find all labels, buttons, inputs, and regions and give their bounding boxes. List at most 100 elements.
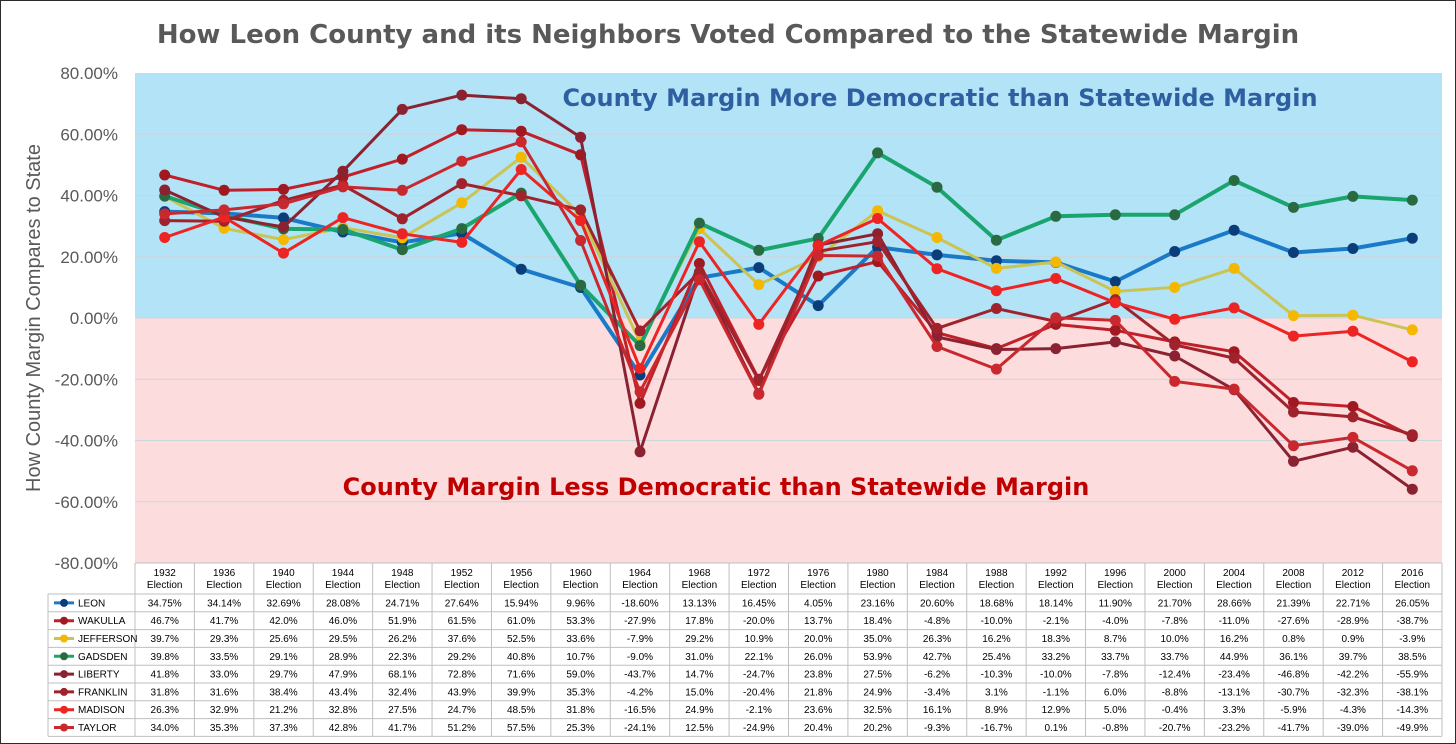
data-label-franklin: 31.8% bbox=[151, 687, 179, 698]
data-label-leon: 28.66% bbox=[1217, 598, 1251, 609]
data-point-wakulla bbox=[515, 125, 527, 137]
data-label-jefferson: 16.2% bbox=[982, 634, 1010, 645]
data-label-gadsden: 36.1% bbox=[1279, 652, 1307, 663]
data-point-madison bbox=[337, 212, 349, 224]
data-label-liberty: -6.2% bbox=[924, 670, 950, 681]
data-point-wakulla bbox=[159, 169, 171, 181]
data-label-wakulla: -38.7% bbox=[1396, 616, 1428, 627]
data-label-madison: 21.2% bbox=[269, 705, 297, 716]
data-point-wakulla bbox=[456, 124, 468, 136]
data-label-liberty: -7.8% bbox=[1102, 670, 1128, 681]
data-label-jefferson: 33.6% bbox=[566, 634, 594, 645]
x-tick-label: 1976 bbox=[807, 568, 830, 579]
data-label-taylor: -24.9% bbox=[743, 723, 775, 734]
data-label-madison: 31.8% bbox=[566, 705, 594, 716]
data-point-franklin bbox=[1169, 339, 1181, 351]
data-point-gadsden bbox=[1109, 209, 1121, 221]
data-point-liberty bbox=[872, 228, 884, 240]
data-label-leon: 32.69% bbox=[267, 598, 301, 609]
x-tick-label: 1944 bbox=[332, 568, 355, 579]
data-label-leon: 15.94% bbox=[504, 598, 538, 609]
x-tick-label: 1948 bbox=[391, 568, 414, 579]
data-point-taylor bbox=[337, 181, 349, 193]
data-point-franklin bbox=[753, 375, 765, 386]
data-label-liberty: 71.6% bbox=[507, 670, 535, 681]
x-tick-suffix: Election bbox=[741, 580, 777, 591]
y-tick-label: 0.00% bbox=[70, 309, 118, 328]
data-point-madison bbox=[159, 232, 171, 243]
data-point-madison bbox=[1288, 330, 1299, 342]
data-point-leon bbox=[753, 262, 765, 274]
data-point-taylor bbox=[1169, 375, 1181, 387]
data-label-wakulla: -27.6% bbox=[1278, 616, 1310, 627]
data-label-liberty: -10.0% bbox=[1040, 670, 1072, 681]
x-tick-label: 2004 bbox=[1223, 568, 1246, 579]
data-point-franklin bbox=[634, 325, 646, 337]
data-label-jefferson: 26.2% bbox=[388, 634, 416, 645]
x-tick-suffix: Election bbox=[1157, 580, 1193, 591]
data-label-gadsden: 39.8% bbox=[151, 652, 179, 663]
data-table: 1932Election1936Election1940Election1944… bbox=[47, 562, 1443, 737]
data-label-franklin: 31.6% bbox=[210, 687, 238, 698]
data-point-liberty bbox=[634, 446, 646, 458]
data-point-taylor bbox=[1288, 440, 1299, 452]
data-label-madison: 24.7% bbox=[448, 705, 476, 716]
x-tick-label: 2016 bbox=[1401, 568, 1424, 579]
series-line-franklin bbox=[163, 182, 1414, 437]
data-label-liberty: -24.7% bbox=[743, 670, 775, 681]
data-label-madison: -4.3% bbox=[1340, 705, 1366, 716]
data-label-wakulla: -28.9% bbox=[1337, 616, 1369, 627]
data-label-leon: 27.64% bbox=[445, 598, 479, 609]
data-label-leon: 28.08% bbox=[326, 598, 360, 609]
data-label-jefferson: 29.2% bbox=[685, 634, 713, 645]
data-label-madison: -2.1% bbox=[746, 705, 772, 716]
data-label-liberty: 33.0% bbox=[210, 670, 238, 681]
data-label-madison: -5.9% bbox=[1280, 705, 1306, 716]
data-label-jefferson: 10.0% bbox=[1160, 634, 1188, 645]
data-point-wakulla bbox=[1109, 324, 1121, 336]
data-label-liberty: -46.8% bbox=[1278, 670, 1310, 681]
x-tick-label: 1984 bbox=[926, 568, 949, 579]
series-line-jefferson bbox=[163, 155, 1414, 344]
x-tick-suffix: Election bbox=[1097, 580, 1133, 591]
data-label-leon: 21.70% bbox=[1158, 598, 1192, 609]
data-label-taylor: 20.4% bbox=[804, 723, 832, 734]
data-point-taylor bbox=[753, 388, 765, 400]
x-tick-label: 1956 bbox=[510, 568, 533, 579]
data-label-leon: 22.71% bbox=[1336, 598, 1370, 609]
data-point-leon bbox=[515, 263, 527, 275]
y-tick-label: -60.00% bbox=[55, 493, 118, 512]
legend-marker-franklin bbox=[60, 687, 68, 696]
data-label-madison: -14.3% bbox=[1396, 705, 1428, 716]
y-tick-label: 20.00% bbox=[60, 248, 118, 267]
data-point-liberty bbox=[278, 221, 289, 233]
data-label-franklin: 43.4% bbox=[329, 687, 357, 698]
data-point-liberty bbox=[575, 131, 587, 143]
x-tick-label: 1992 bbox=[1045, 568, 1068, 579]
data-point-leon bbox=[812, 300, 824, 312]
data-point-jefferson bbox=[278, 234, 289, 246]
data-label-liberty: 29.7% bbox=[269, 670, 297, 681]
data-label-gadsden: 42.7% bbox=[923, 652, 951, 663]
data-label-jefferson: 35.0% bbox=[863, 634, 891, 645]
data-label-madison: -0.4% bbox=[1162, 705, 1188, 716]
series-line-taylor bbox=[163, 140, 1414, 473]
data-label-gadsden: 10.7% bbox=[566, 652, 594, 663]
data-label-gadsden: 31.0% bbox=[685, 652, 713, 663]
data-point-wakulla bbox=[396, 153, 408, 165]
x-tick-label: 1936 bbox=[213, 568, 236, 579]
data-point-liberty bbox=[1347, 441, 1359, 453]
data-label-taylor: 51.2% bbox=[448, 723, 476, 734]
data-point-gadsden bbox=[753, 244, 765, 256]
data-point-franklin bbox=[990, 303, 1002, 314]
data-point-leon bbox=[1228, 224, 1240, 236]
data-label-wakulla: 17.8% bbox=[685, 616, 713, 627]
data-point-taylor bbox=[1228, 383, 1240, 395]
series-taylor bbox=[159, 136, 1418, 477]
data-point-jefferson bbox=[990, 262, 1002, 274]
data-label-madison: 32.9% bbox=[210, 705, 238, 716]
data-point-wakulla bbox=[218, 184, 230, 196]
data-label-leon: 13.13% bbox=[682, 598, 716, 609]
data-label-liberty: -12.4% bbox=[1159, 670, 1191, 681]
x-tick-suffix: Election bbox=[1216, 580, 1252, 591]
